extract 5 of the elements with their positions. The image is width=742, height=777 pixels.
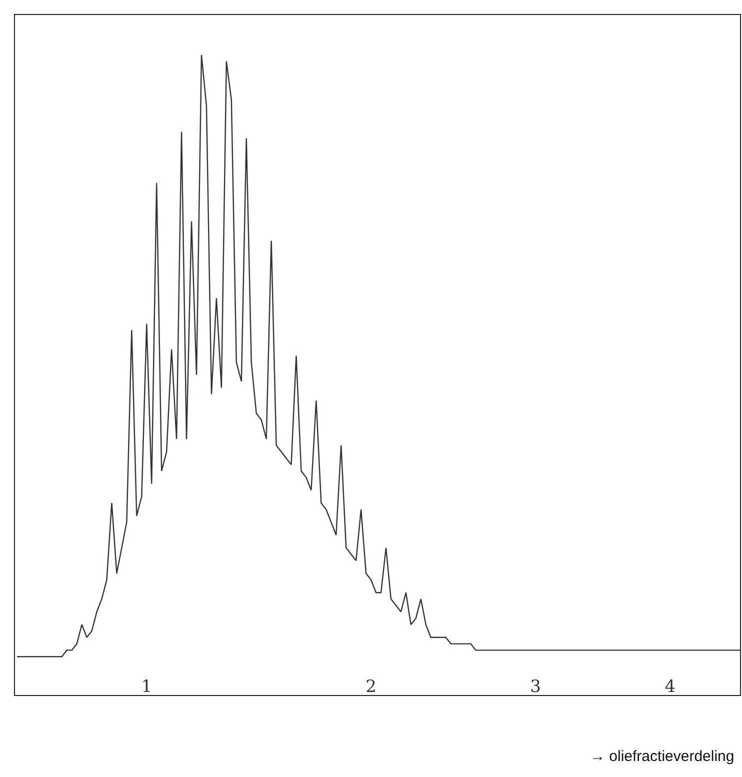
x-tick-label: 4 (664, 677, 676, 697)
x-axis-title: → oliefractieverdeling (590, 748, 734, 765)
x-tick-label: 2 (366, 677, 376, 697)
x-tick-label: 3 (530, 677, 541, 697)
x-tick-label: 1 (141, 677, 152, 697)
